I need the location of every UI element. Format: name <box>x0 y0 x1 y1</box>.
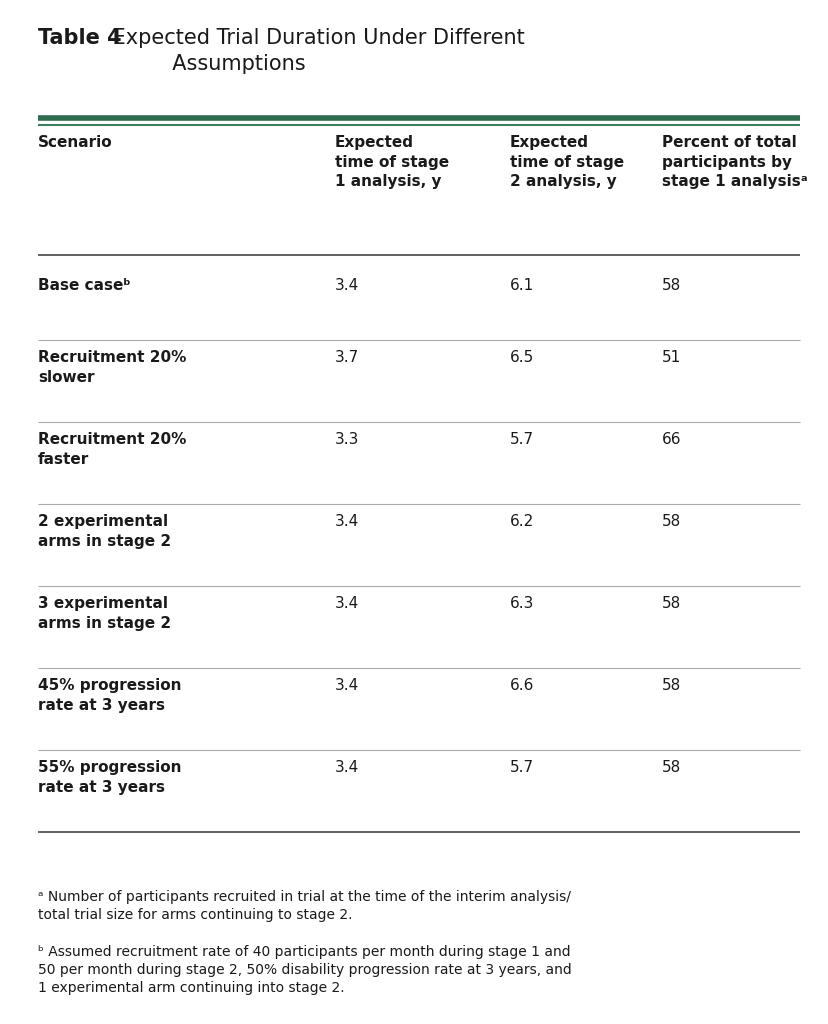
Text: 3.4: 3.4 <box>335 596 359 611</box>
Text: 3 experimental
arms in stage 2: 3 experimental arms in stage 2 <box>38 596 171 631</box>
Text: 51: 51 <box>662 350 681 365</box>
Text: 66: 66 <box>662 432 681 447</box>
Text: 2 experimental
arms in stage 2: 2 experimental arms in stage 2 <box>38 514 171 549</box>
Text: 58: 58 <box>662 678 681 693</box>
Text: 3.4: 3.4 <box>335 760 359 775</box>
Text: 58: 58 <box>662 278 681 293</box>
Text: Recruitment 20%
slower: Recruitment 20% slower <box>38 350 186 385</box>
Text: Base caseᵇ: Base caseᵇ <box>38 278 131 293</box>
Text: 6.3: 6.3 <box>509 596 534 611</box>
Text: 6.5: 6.5 <box>509 350 533 365</box>
Text: 55% progression
rate at 3 years: 55% progression rate at 3 years <box>38 760 181 795</box>
Text: 58: 58 <box>662 760 681 775</box>
Text: Percent of total
participants by
stage 1 analysisᵃ: Percent of total participants by stage 1… <box>662 135 806 189</box>
Text: ᵇ Assumed recruitment rate of 40 participants per month during stage 1 and
50 pe: ᵇ Assumed recruitment rate of 40 partici… <box>38 945 571 995</box>
Text: 3.4: 3.4 <box>335 278 359 293</box>
Text: 3.4: 3.4 <box>335 678 359 693</box>
Text: 3.3: 3.3 <box>335 432 359 447</box>
Text: 45% progression
rate at 3 years: 45% progression rate at 3 years <box>38 678 181 713</box>
Text: Recruitment 20%
faster: Recruitment 20% faster <box>38 432 186 467</box>
Text: 6.6: 6.6 <box>509 678 534 693</box>
Text: 5.7: 5.7 <box>509 760 533 775</box>
Text: 6.1: 6.1 <box>509 278 533 293</box>
Text: Scenario: Scenario <box>38 135 113 150</box>
Text: ᵃ Number of participants recruited in trial at the time of the interim analysis/: ᵃ Number of participants recruited in tr… <box>38 890 570 923</box>
Text: 6.2: 6.2 <box>509 514 533 529</box>
Text: Expected
time of stage
1 analysis, y: Expected time of stage 1 analysis, y <box>335 135 449 189</box>
Text: 3.4: 3.4 <box>335 514 359 529</box>
Text: 5.7: 5.7 <box>509 432 533 447</box>
Text: 58: 58 <box>662 514 681 529</box>
Text: 3.7: 3.7 <box>335 350 359 365</box>
Text: Table 4: Table 4 <box>38 28 122 48</box>
Text: 58: 58 <box>662 596 681 611</box>
Text: Expected
time of stage
2 analysis, y: Expected time of stage 2 analysis, y <box>509 135 623 189</box>
Text: Expected Trial Duration Under Different
          Assumptions: Expected Trial Duration Under Different … <box>106 28 524 74</box>
